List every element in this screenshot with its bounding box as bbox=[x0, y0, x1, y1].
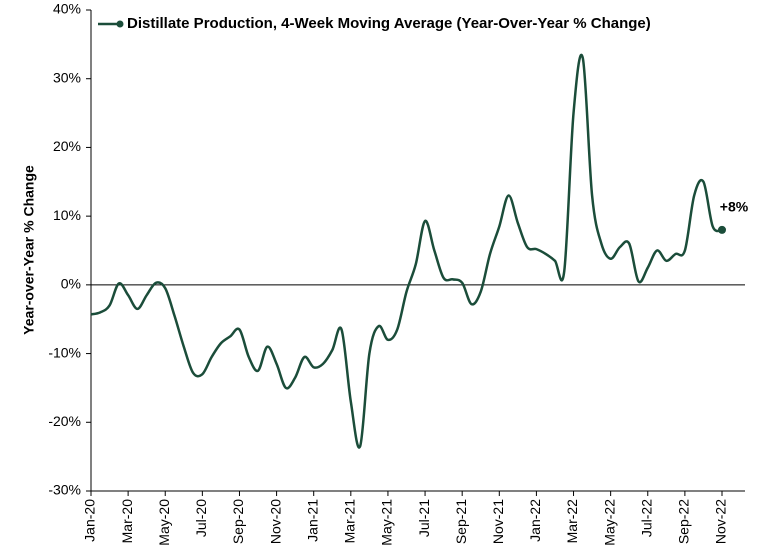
x-tick-label: Nov-20 bbox=[267, 499, 283, 544]
y-tick-label: 30% bbox=[53, 69, 81, 85]
x-tick-label: May-21 bbox=[379, 499, 395, 546]
legend-label: Distillate Production, 4-Week Moving Ave… bbox=[127, 15, 651, 32]
x-tick-label: Nov-22 bbox=[713, 499, 729, 544]
x-tick-label: Sep-21 bbox=[453, 499, 469, 544]
x-tick-label: Jul-20 bbox=[193, 499, 209, 537]
y-tick-label: 20% bbox=[53, 138, 81, 154]
y-tick-label: -20% bbox=[48, 413, 81, 429]
line bbox=[90, 53, 723, 449]
x-tick-label: Mar-21 bbox=[342, 499, 358, 544]
x-tick-label: May-20 bbox=[156, 499, 172, 546]
x-tick-label: Nov-21 bbox=[490, 499, 506, 544]
x-tick-label: Sep-22 bbox=[676, 499, 692, 544]
end-marker bbox=[718, 225, 726, 234]
y-tick-label: 0% bbox=[61, 276, 81, 292]
annotation: +8% bbox=[720, 199, 749, 215]
legend-marker bbox=[116, 20, 124, 28]
x-tick-label: Jan-22 bbox=[527, 499, 543, 542]
x-tick-label: Jul-21 bbox=[416, 499, 432, 537]
x-tick-label: Jan-21 bbox=[304, 499, 320, 542]
x-tick-label: Mar-22 bbox=[564, 499, 580, 544]
legend-box bbox=[94, 13, 730, 35]
x-tick-label: Mar-20 bbox=[119, 499, 135, 544]
y-tick-label: -30% bbox=[48, 482, 81, 498]
x-tick-label: Sep-20 bbox=[230, 499, 246, 544]
y-tick-label: 10% bbox=[53, 207, 81, 223]
x-tick-label: Jul-22 bbox=[638, 499, 654, 537]
y-axis-label: Year-over-Year % Change bbox=[21, 165, 37, 335]
x-tick-label: May-22 bbox=[601, 499, 617, 546]
x-tick-label: Jan-20 bbox=[82, 499, 98, 542]
y-tick-label: -10% bbox=[48, 344, 81, 360]
y-tick-label: 40% bbox=[53, 1, 81, 17]
